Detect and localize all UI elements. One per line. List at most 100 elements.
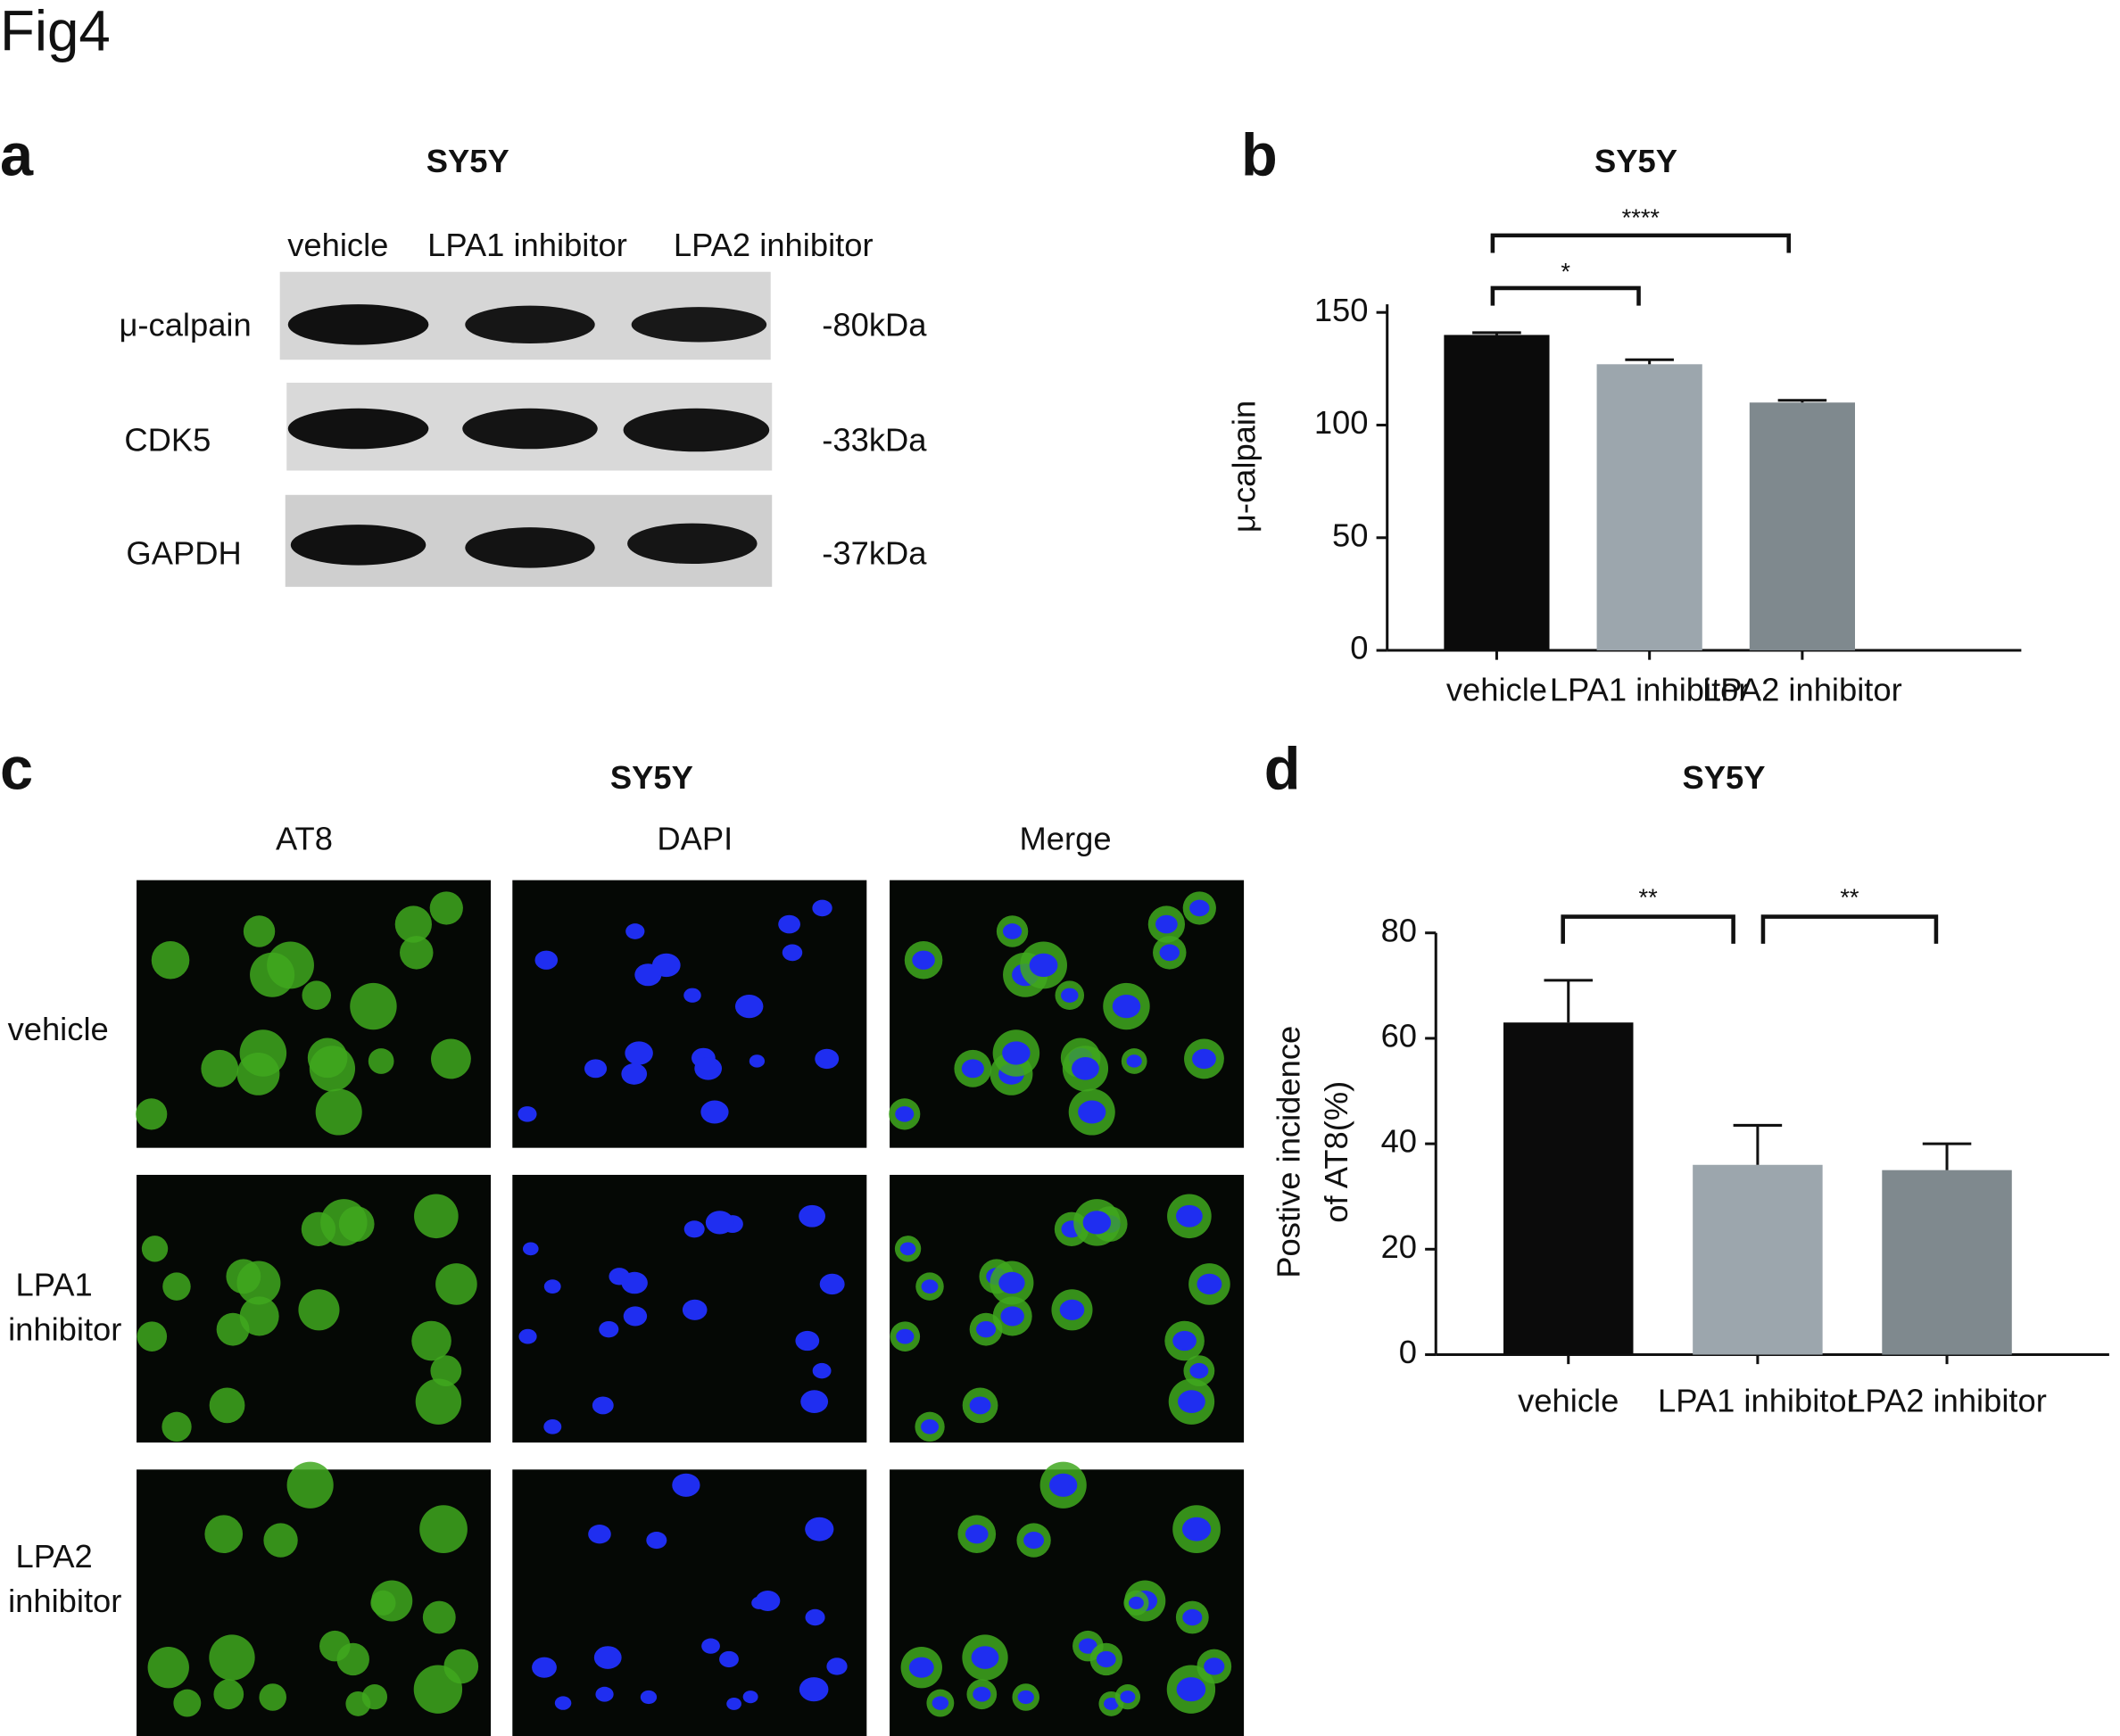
nucleus <box>969 1396 991 1415</box>
cell <box>320 1199 368 1246</box>
nucleus <box>1049 1473 1078 1497</box>
nucleus <box>973 1686 991 1702</box>
nucleus <box>998 1271 1025 1294</box>
nucleus <box>795 1330 820 1352</box>
nucleus <box>1078 1638 1097 1654</box>
nucleus <box>971 1646 999 1669</box>
cell <box>263 1523 298 1558</box>
cell <box>236 1261 281 1305</box>
nucleus <box>672 1473 700 1497</box>
cell <box>259 1683 286 1711</box>
column-label: DAPI <box>657 820 733 856</box>
nucleus <box>908 1657 934 1678</box>
nucleus <box>719 1650 739 1668</box>
y-axis-label: Postive incidence <box>1271 1026 1307 1278</box>
nucleus <box>621 1271 648 1294</box>
western-blot <box>279 271 773 587</box>
panel-title: SY5Y <box>426 143 509 179</box>
cell <box>239 1029 287 1077</box>
nucleus <box>1197 1273 1222 1295</box>
nucleus <box>584 1059 608 1079</box>
bar <box>1693 1164 1823 1355</box>
significance-bracket <box>1760 914 1939 944</box>
y-tick-label: 20 <box>1381 1228 1417 1265</box>
nucleus <box>726 1697 741 1710</box>
error-bar <box>1625 358 1674 365</box>
nucleus <box>532 1657 557 1678</box>
nucleus <box>592 1396 614 1415</box>
nucleus <box>588 1525 611 1544</box>
nucleus <box>1192 1048 1216 1070</box>
x-tick-label: LPA2 inhibitor <box>1847 1383 2047 1419</box>
nucleus <box>805 1517 834 1542</box>
error-bar <box>1472 331 1521 335</box>
cell <box>350 982 397 1030</box>
cell <box>243 915 276 947</box>
nucleus <box>640 1690 658 1705</box>
nucleus <box>1061 988 1079 1003</box>
nucleus <box>932 1696 949 1710</box>
nucleus <box>1096 1650 1116 1668</box>
column-label: Merge <box>1020 820 1112 856</box>
cell <box>151 940 190 980</box>
y-tick-label: 0 <box>1350 630 1368 666</box>
cell <box>394 905 432 943</box>
cell <box>267 941 314 989</box>
nucleus <box>625 923 645 939</box>
nucleus <box>1023 1532 1045 1550</box>
nucleus <box>1175 1204 1203 1228</box>
nucleus <box>518 1106 537 1122</box>
lane-label: LPA1 inhibitor <box>427 227 627 263</box>
nucleus <box>965 1525 989 1544</box>
panel-title: SY5Y <box>610 759 693 796</box>
bar <box>1749 402 1855 651</box>
y-tick-label: 100 <box>1314 404 1369 441</box>
panel-label: a <box>0 123 34 189</box>
x-tick-label: vehicle <box>1518 1383 1619 1419</box>
cell <box>173 1689 202 1717</box>
cell <box>209 1634 255 1681</box>
cell <box>370 1590 396 1616</box>
nucleus <box>1176 1677 1206 1702</box>
cell <box>443 1649 479 1684</box>
cell <box>137 1321 168 1352</box>
protein-label: GAPDH <box>126 535 241 572</box>
nucleus <box>522 1242 539 1256</box>
nucleus <box>1017 1690 1034 1705</box>
nucleus <box>595 1686 614 1702</box>
y-tick-label: 50 <box>1332 517 1368 553</box>
significance-label: ** <box>1840 883 1859 911</box>
micrograph <box>512 880 867 1148</box>
nucleus <box>778 914 800 934</box>
cell <box>201 1049 239 1087</box>
cell <box>204 1515 244 1554</box>
nucleus <box>782 944 803 962</box>
significance-bracket <box>1490 233 1792 253</box>
cell <box>147 1646 189 1689</box>
cell <box>309 1046 356 1092</box>
nucleus <box>749 1054 766 1068</box>
cell <box>302 980 332 1010</box>
bar <box>1444 335 1550 651</box>
x-tick-label: LPA1 inhibitor <box>1658 1383 1858 1419</box>
cell <box>431 1038 471 1079</box>
cell <box>435 1263 477 1305</box>
nucleus <box>1120 1691 1136 1704</box>
significance-bracket <box>1490 285 1641 306</box>
nucleus <box>734 994 764 1019</box>
nucleus <box>700 1100 729 1124</box>
x-tick-label: LPA2 inhibitor <box>1702 672 1902 708</box>
nucleus <box>812 899 832 917</box>
error-bar <box>1544 979 1594 1023</box>
nucleus <box>1128 1596 1144 1609</box>
nucleus <box>1112 994 1141 1019</box>
protein-label: CDK5 <box>124 421 211 458</box>
x-tick-label: LPA1 inhibitor <box>1550 672 1750 708</box>
nucleus <box>1204 1657 1225 1675</box>
column-label: AT8 <box>276 820 333 856</box>
cell <box>141 1236 169 1262</box>
cell <box>239 1296 279 1336</box>
chart-title: SY5Y <box>1683 759 1766 796</box>
nucleus <box>800 1390 829 1414</box>
nucleus <box>543 1419 562 1434</box>
